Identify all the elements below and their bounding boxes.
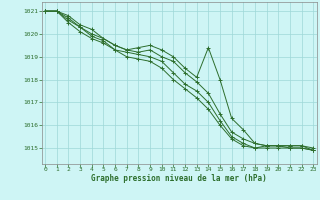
X-axis label: Graphe pression niveau de la mer (hPa): Graphe pression niveau de la mer (hPa) [91, 174, 267, 183]
